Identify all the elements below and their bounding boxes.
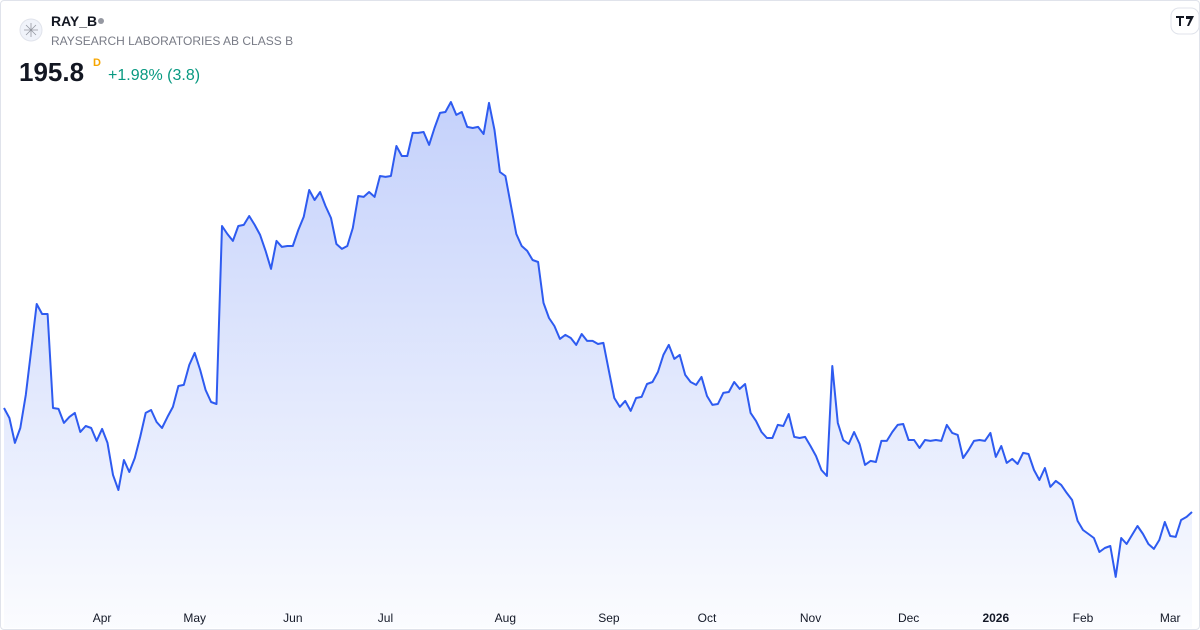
- last-price: 195.8: [19, 57, 84, 87]
- brand-logo: [1170, 7, 1200, 35]
- interval: D: [93, 57, 101, 69]
- area-fill: [4, 102, 1192, 628]
- symbol: RAY_B: [51, 13, 97, 29]
- subtitle: RAYSEARCH LABORATORIES AB CLASS B: [51, 34, 293, 48]
- status-dot: [98, 18, 104, 24]
- symbol-logo: [19, 18, 43, 42]
- price-change: +1.98% (3.8): [108, 67, 200, 84]
- price-line: [3, 101, 1193, 578]
